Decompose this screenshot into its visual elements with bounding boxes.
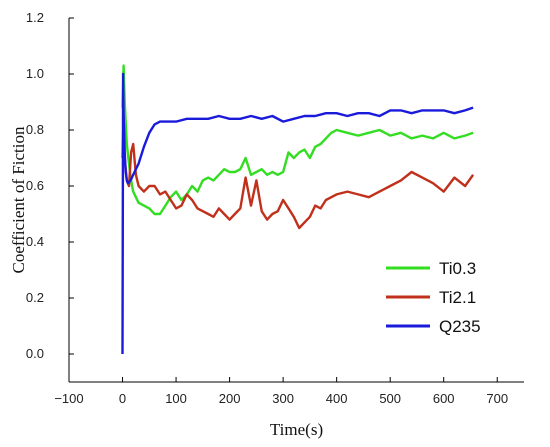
x-tick-label: 700 bbox=[486, 391, 508, 406]
x-tick-label: 0 bbox=[119, 391, 126, 406]
y-tick-label: 0.4 bbox=[26, 234, 44, 249]
y-tick-label: 1.0 bbox=[26, 66, 44, 81]
x-axis-title: Time(s) bbox=[270, 420, 323, 439]
legend: Ti0.3 Ti2.1 Q235 bbox=[386, 259, 481, 336]
x-tick-label: 400 bbox=[326, 391, 348, 406]
series-layer bbox=[121, 64, 475, 355]
x-tick-label: −100 bbox=[54, 391, 83, 406]
legend-label-Ti2.1: Ti2.1 bbox=[439, 288, 476, 307]
y-axis-title: Coefficient of Fiction bbox=[9, 126, 28, 273]
y-tick-label: 0.2 bbox=[26, 290, 44, 305]
legend-label-Q235: Q235 bbox=[439, 317, 481, 336]
x-tick-label: 600 bbox=[433, 391, 455, 406]
x-tick-label: 100 bbox=[165, 391, 187, 406]
x-tick-label: 200 bbox=[219, 391, 241, 406]
y-tick-label: 0.0 bbox=[26, 346, 44, 361]
series-line-Q235 bbox=[121, 72, 474, 355]
x-tick-label: 300 bbox=[272, 391, 294, 406]
legend-label-Ti0.3: Ti0.3 bbox=[439, 259, 476, 278]
y-tick-label: 1.2 bbox=[26, 10, 44, 25]
series-line-Ti0.3 bbox=[121, 64, 474, 216]
series-line-Ti2.1 bbox=[121, 114, 475, 230]
axis-ticks: 0.0 0.2 0.4 0.6 0.8 1.0 1.2 −100 0 100 200 300 400 50… bbox=[26, 10, 508, 406]
y-tick-label: 0.6 bbox=[26, 178, 44, 193]
plot-frame bbox=[68, 18, 524, 383]
y-tick-label: 0.8 bbox=[26, 122, 44, 137]
x-tick-label: 500 bbox=[379, 391, 401, 406]
